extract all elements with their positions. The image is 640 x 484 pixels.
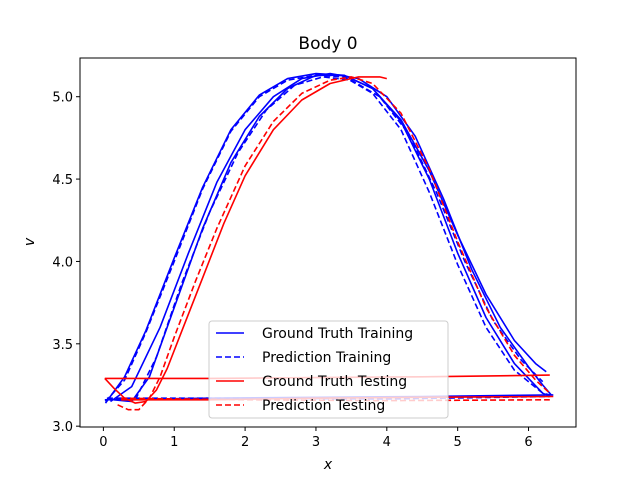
x-tick-label: 0 bbox=[99, 435, 107, 450]
y-axis-ticks: 3.0 3.5 4.0 4.5 5.0 bbox=[52, 91, 80, 435]
x-tick-label: 3 bbox=[312, 435, 320, 450]
y-tick-label: 3.0 bbox=[52, 420, 73, 435]
series-line-3-segment-0 bbox=[117, 76, 551, 411]
x-axis-ticks: 0 1 2 3 4 5 6 bbox=[99, 427, 533, 450]
legend-box bbox=[208, 320, 449, 419]
x-tick-label: 2 bbox=[241, 435, 249, 450]
x-tick-label: 6 bbox=[524, 435, 532, 450]
legend-label-pred-training: Prediction Training bbox=[262, 350, 391, 366]
series-line-0-segment-0 bbox=[104, 72, 551, 404]
x-tick-label: 1 bbox=[170, 435, 178, 450]
chart-title: Body 0 bbox=[298, 34, 357, 54]
legend: Ground Truth Training Prediction Trainin… bbox=[208, 320, 449, 419]
y-tick-label: 5.0 bbox=[52, 91, 73, 106]
y-axis-label: v bbox=[22, 237, 38, 246]
y-tick-label: 3.5 bbox=[52, 338, 73, 353]
legend-label-pred-testing: Prediction Testing bbox=[262, 398, 385, 414]
legend-label-gt-training: Ground Truth Training bbox=[262, 326, 413, 342]
series-line-2-segment-1 bbox=[104, 76, 387, 404]
x-tick-label: 4 bbox=[383, 435, 391, 450]
legend-label-gt-testing: Ground Truth Testing bbox=[262, 374, 407, 390]
y-tick-label: 4.5 bbox=[52, 173, 73, 188]
x-axis-label: x bbox=[323, 457, 333, 473]
plot-frame bbox=[79, 57, 577, 428]
y-tick-label: 4.0 bbox=[52, 255, 73, 270]
series-line-1-segment-0 bbox=[104, 74, 550, 403]
x-tick-label: 5 bbox=[454, 435, 462, 450]
